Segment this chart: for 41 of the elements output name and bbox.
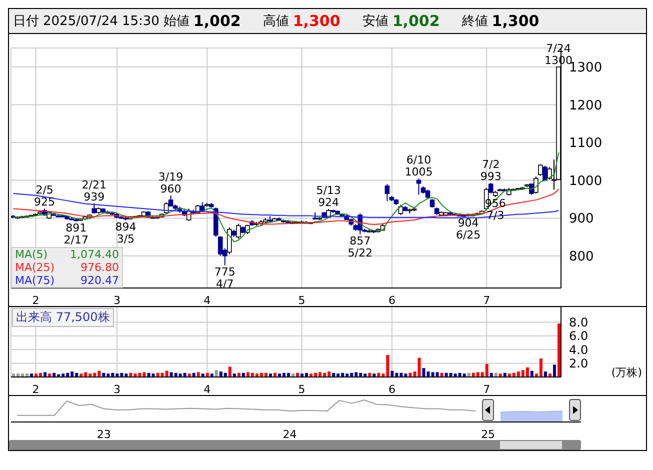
x-tick-label: 5 (298, 382, 306, 396)
y-tick-label: 800 (569, 249, 594, 264)
annotation: 3/19 960 (158, 170, 184, 196)
x-tick-label: 2 (32, 294, 40, 307)
y-tick-label: 4.0 (569, 342, 588, 357)
text: MA(25) 976.80 (15, 261, 119, 274)
x-tick-label: 23 (96, 428, 111, 441)
x-tick-label: 6 (388, 294, 396, 307)
y-tick-label: 1000 (569, 174, 602, 189)
annotation: 7/2 993 (480, 158, 502, 183)
x-tick-label: 4 (204, 294, 211, 307)
annotation: 894 3/5 (115, 220, 136, 246)
annotation: 857 5/22 (348, 234, 372, 260)
x-tick-label: 3 (113, 294, 120, 307)
text: MA(75) 920.47 (15, 274, 119, 287)
y-tick-label: 900 (569, 212, 594, 227)
annotation: 904 6/25 (456, 216, 481, 242)
chart-title: 日付 2025/07/24 15:30 始値 1,002 高値 1,300 安値 1,002 終値 1,300 (13, 12, 540, 30)
annotation: 2/5 925 (34, 184, 56, 209)
y-tick-label: 8.0 (569, 315, 588, 330)
text: MA(5) 1,074.40 (15, 248, 119, 261)
x-tick-label: 3 (113, 382, 120, 396)
x-tick-label: 6 (388, 382, 396, 396)
y-axis-title: (万株) (611, 365, 642, 380)
y-tick-label: 6.0 (569, 329, 588, 344)
annotation: 6/10 1005 (404, 153, 433, 178)
y-tick-label: 1200 (569, 98, 602, 114)
annotation: 891 2/17 (64, 221, 88, 246)
x-tick-label: 4 (204, 382, 211, 396)
x-tick-label: 5 (298, 294, 306, 307)
chart-title: 出来高 77,500株 (12, 308, 114, 327)
y-tick-label: 1100 (569, 136, 602, 152)
x-tick-label: 7 (483, 294, 490, 307)
y-tick-label: 2.0 (569, 356, 588, 371)
x-tick-label: 2 (32, 382, 40, 396)
x-tick-label: 7 (483, 382, 490, 396)
annotation: 5/13 924 (316, 184, 341, 210)
annotation: 775 4/7 (214, 265, 236, 290)
annotation: 2/21 939 (82, 178, 106, 204)
x-tick-label: 25 (481, 428, 496, 441)
x-tick-label: 24 (282, 428, 297, 441)
